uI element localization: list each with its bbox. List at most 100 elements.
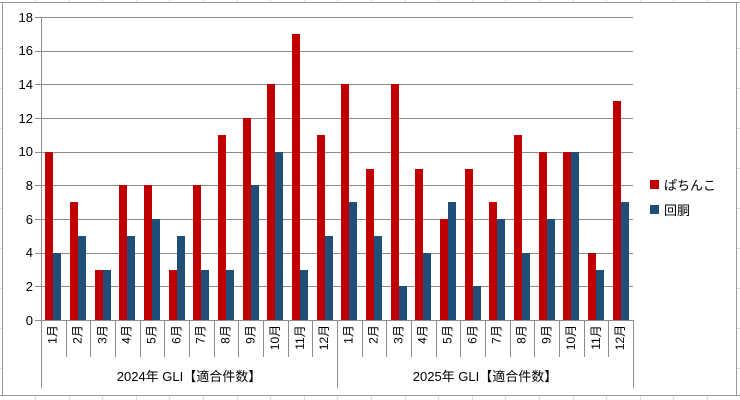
worksheet-column-tick [371,0,372,2]
worksheet-row-tick [0,48,2,49]
worksheet-column-tick [203,0,204,2]
pachinko-bar [514,134,522,320]
kaidou-bar [250,185,259,320]
legend-label: ぱちんこ [664,178,717,193]
y-axis-label: 8 [25,177,33,193]
x-axis-month-separator [583,320,585,357]
kaidou-bar [497,219,506,320]
gridline-18 [41,17,633,18]
x-axis-month-label: 6月 [169,324,184,344]
worksheet-column-tick [69,396,70,400]
pachinko-bar [144,185,152,320]
worksheet-column-tick [438,396,439,400]
legend-label: 回胴 [664,203,691,218]
worksheet-column-tick [237,0,238,2]
y-axis-label: 4 [25,245,33,261]
worksheet-column-tick [169,0,170,2]
worksheet-column-tick [405,396,406,400]
x-axis-month-separator [139,320,141,357]
pachinko-bar [612,101,621,320]
worksheet-row-tick [0,368,2,369]
x-axis-month-label: 4月 [119,324,134,344]
y-axis-label: 14 [18,76,33,92]
worksheet-column-tick [337,0,338,2]
pachinko-bar [538,151,547,320]
worksheet-column-tick [102,396,103,400]
gridline-16 [41,50,633,52]
gridline-14 [41,84,633,86]
worksheet-column-tick [270,0,271,2]
x-axis-month-label: 9月 [243,324,258,344]
kaidou-bar [53,252,62,320]
y-axis-tick [35,185,41,187]
x-axis-month-label: 2月 [366,324,381,344]
chart-border-bottom [0,395,740,396]
worksheet-column-tick [136,396,137,400]
y-axis-tick [35,286,41,288]
plot-area [41,17,633,320]
x-axis-month-label: 12月 [613,324,628,351]
worksheet-column-tick [438,0,439,2]
y-axis-label: 10 [18,144,33,160]
x-axis-month-separator [485,320,486,357]
x-axis-month-separator [386,320,388,357]
y-axis-tick [35,151,41,153]
x-axis-month-label: 1月 [341,324,356,344]
x-axis-month-separator [287,320,289,357]
y-axis-tick [35,252,41,254]
worksheet-column-tick [505,0,506,2]
y-axis-label: 2 [25,278,33,294]
pachinko-bar [45,151,54,320]
pachinko-bar [588,252,596,320]
worksheet-column-tick [640,0,641,2]
kaidou-bar [349,202,358,320]
worksheet-row-tick [0,328,2,329]
kaidou-bar [423,252,432,320]
kaidou-bar [102,269,111,320]
kaidou-bar [226,269,234,320]
worksheet-column-tick [707,0,708,2]
y-axis-label: 12 [18,110,33,126]
x-axis-month-label: 2月 [70,324,85,344]
worksheet-column-tick [573,396,574,400]
x-axis-group-label: 2024年 GLI【適合件数】 [116,369,262,384]
pachinko-bar [415,168,424,320]
pachinko-bar [70,202,78,320]
x-axis-month-label: 10月 [267,324,282,351]
worksheet-row-tick [737,128,740,129]
pachinko-bar [489,202,498,320]
worksheet-row-tick [0,128,2,129]
pachinko-bar [292,33,300,320]
worksheet-row-tick [737,48,740,49]
kaidou-bar [78,235,86,320]
kaidou-bar [275,151,284,320]
x-axis-month-separator [263,320,264,357]
x-axis-month-separator [115,320,116,357]
y-axis-label: 0 [25,312,33,328]
kaidou-bar [596,269,604,320]
x-axis-month-separator [559,320,560,357]
kaidou-bar [324,235,333,320]
worksheet-row-tick [0,168,2,169]
kaidou-bar [546,219,555,320]
chart-border-left [2,2,3,396]
worksheet-row-tick [737,368,740,369]
kaidou-bar [374,235,382,320]
pachinko-bar [119,185,128,320]
pachinko-bar [242,118,251,320]
worksheet-column-tick [35,396,36,400]
y-axis-tick [35,118,41,119]
kaidou-bar [300,269,308,320]
pachinko-bar [316,134,325,320]
x-axis-month-separator [312,320,314,357]
worksheet-column-tick [169,396,170,400]
gridline-2 [41,286,633,288]
x-axis-month-label: 7月 [489,324,504,344]
y-axis-tick [35,50,41,52]
x-axis-month-separator [534,320,536,357]
x-axis-month-separator [411,320,412,357]
kaidou-legend-swatch-icon [650,205,659,214]
x-axis-month-separator [361,320,363,357]
x-axis-month-label: 12月 [317,324,332,351]
